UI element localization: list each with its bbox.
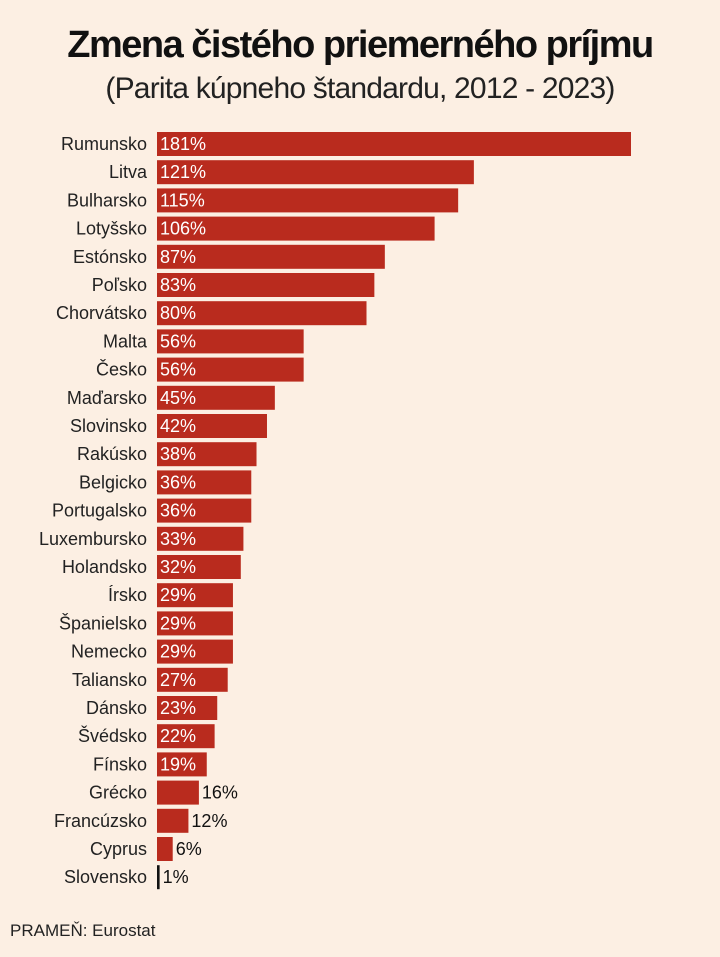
bar [157,414,267,438]
bar [157,188,459,213]
bar-chart: Rumunsko 181% Litva 121% Bulharsko 115% Lotyšs… [39,132,631,890]
value-label: 29% [160,642,196,662]
value-label: 83% [160,275,196,295]
bar [157,357,304,382]
value-label: 23% [160,698,196,718]
category-label: Írsko [108,585,147,605]
value-label: 87% [160,247,196,267]
value-label: 106% [160,219,206,239]
category-label: Poľsko [92,275,147,295]
value-label: 42% [160,416,196,436]
category-label: Slovensko [64,867,147,887]
value-label: 16% [202,783,238,803]
category-label: Estónsko [73,247,147,267]
chart-title: Zmena čistého priemerného príjmu [67,24,654,66]
value-label: 115% [160,190,205,210]
bar [157,837,173,861]
bar [157,780,199,805]
value-label: 22% [160,726,196,746]
value-label: 19% [160,754,196,774]
bar [157,442,257,467]
category-label: Fínsko [93,754,147,774]
category-label: Rakúsko [77,444,147,464]
value-label: 32% [160,557,196,577]
bar [157,639,233,664]
chart-subtitle: (Parita kúpneho štandardu, 2012 - 2023) [105,72,615,105]
category-label: Chorvátsko [56,303,147,323]
bar [157,696,218,720]
source-note: PRAMEŇ: Eurostat [10,921,156,940]
value-label: 36% [160,501,196,521]
value-label: 56% [160,360,196,380]
bar [157,470,252,495]
category-label: Slovinsko [70,416,147,436]
value-label: 38% [160,444,196,464]
value-label: 80% [160,303,196,323]
category-label: Španielsko [59,612,147,633]
bar [157,865,160,890]
bar [157,526,244,551]
value-label: 27% [160,670,196,690]
bar [157,498,252,523]
bar [157,611,233,636]
bar [157,583,233,608]
bar [157,752,207,777]
category-label: Taliansko [72,670,147,690]
category-label: Česko [96,359,147,380]
value-label: 45% [160,388,196,408]
bar [157,667,228,692]
bar [157,808,189,833]
value-label: 29% [160,613,196,633]
value-label: 121% [160,162,206,182]
category-label: Rumunsko [61,134,147,154]
value-label: 36% [160,472,196,492]
category-label: Maďarsko [67,388,147,408]
value-label: 33% [160,529,196,549]
category-label: Francúzsko [54,811,147,831]
category-label: Švédsko [78,725,147,746]
bar [157,724,215,749]
category-label: Dánsko [86,698,147,718]
bar [157,385,275,410]
category-label: Malta [103,331,148,351]
value-label: 56% [160,331,196,351]
category-label: Lotyšsko [76,219,147,239]
bar [157,244,385,269]
bar [157,216,435,241]
bar [157,273,375,297]
value-label: 12% [191,811,227,831]
category-label: Litva [109,162,148,182]
bar [157,329,304,354]
value-label: 29% [160,585,196,605]
category-label: Holandsko [62,557,147,577]
value-label: 1% [163,867,189,887]
category-label: Luxembursko [39,529,147,549]
category-label: Nemecko [71,642,147,662]
category-label: Cyprus [90,839,147,859]
category-label: Portugalsko [52,501,147,521]
category-label: Grécko [89,783,147,803]
value-label: 181% [160,134,206,154]
bar [157,160,474,185]
bar [157,555,241,579]
category-label: Bulharsko [67,190,147,210]
bar [157,132,631,156]
bar [157,301,367,326]
category-label: Belgicko [79,472,147,492]
value-label: 6% [176,839,202,859]
